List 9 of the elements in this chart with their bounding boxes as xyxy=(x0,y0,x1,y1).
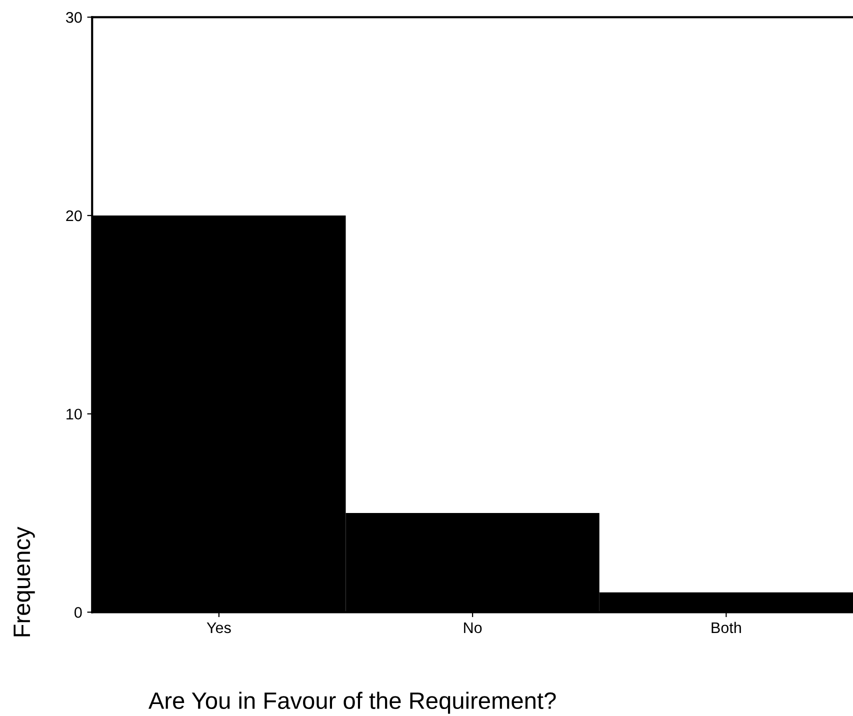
x-axis-title: Are You in Favour of the Requirement? xyxy=(148,692,556,714)
y-tick-label: 10 xyxy=(66,408,82,420)
y-axis-title: Frequency xyxy=(14,526,35,636)
y-tick-label: 20 xyxy=(66,210,82,222)
x-tick-label: Both xyxy=(712,622,741,634)
y-tick-label: 0 xyxy=(74,607,82,618)
y-tick-label: 30 xyxy=(66,12,82,23)
x-tick-label: Yes xyxy=(206,622,231,634)
x-tick-label: No xyxy=(464,622,482,634)
